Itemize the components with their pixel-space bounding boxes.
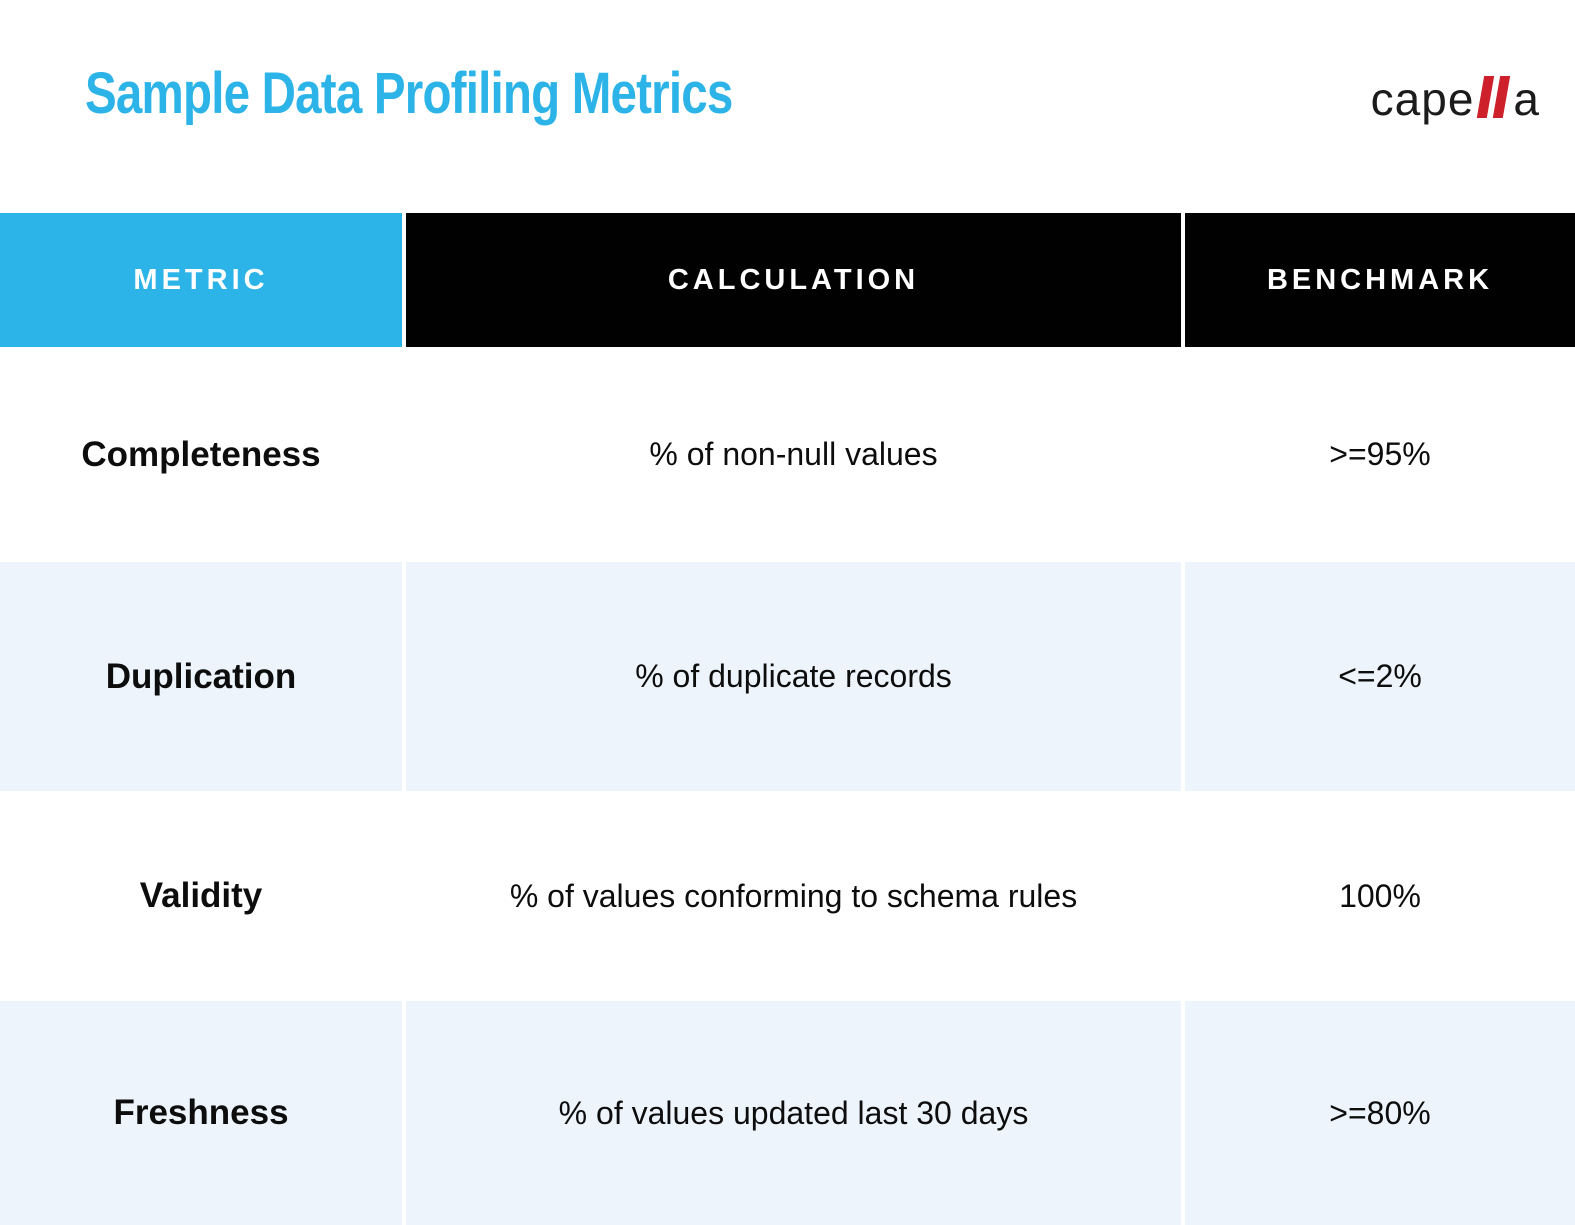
logo-text-cape: cape (1370, 73, 1475, 125)
calculation-cell-validity: % of values conforming to schema rules (509, 877, 1078, 914)
metric-cell-duplication: Duplication (0, 562, 402, 791)
calculation-cell-duplication: % of duplicate records (406, 562, 1181, 791)
calculation-cell-freshness: % of values updated last 30 days (406, 1001, 1181, 1225)
metric-cell-freshness: Freshness (0, 1001, 402, 1225)
metric-cell-completeness: Completeness (81, 434, 321, 474)
metrics-table: METRIC CALCULATION BENCHMARK Completenes… (0, 213, 1575, 1225)
capella-logo: cape a (1371, 72, 1540, 126)
logo-slash-icon (1493, 76, 1511, 118)
column-header-metric: METRIC (0, 213, 402, 347)
benchmark-cell-freshness: >=80% (1185, 1001, 1575, 1225)
column-header-benchmark: BENCHMARK (1185, 213, 1575, 347)
header-band: Sample Data Profiling Metrics cape a (0, 0, 1575, 213)
calculation-cell-completeness: % of non-null values (649, 436, 938, 472)
page-title: Sample Data Profiling Metrics (85, 61, 733, 126)
benchmark-cell-completeness: >=95% (1329, 436, 1431, 472)
logo-slash-icon (1477, 76, 1495, 118)
column-header-calculation: CALCULATION (406, 213, 1181, 347)
metric-cell-validity: Validity (139, 876, 263, 915)
benchmark-cell-duplication: <=2% (1185, 562, 1575, 791)
logo-text-a: a (1513, 73, 1540, 125)
benchmark-cell-validity: 100% (1339, 877, 1421, 914)
